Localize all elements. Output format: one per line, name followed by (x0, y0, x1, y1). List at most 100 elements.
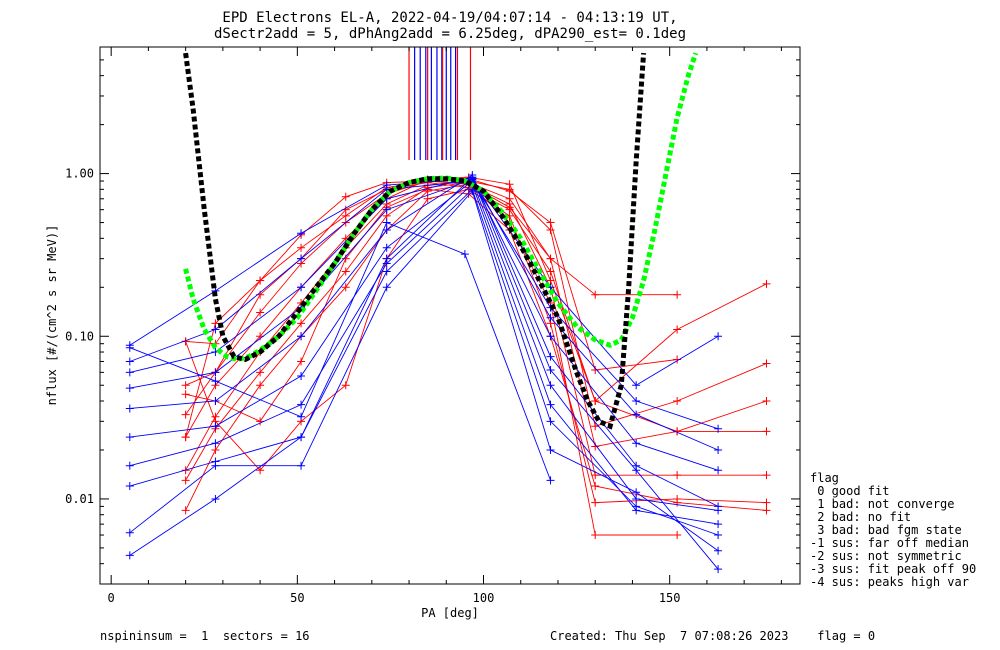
red-data-point (423, 194, 432, 203)
x-axis-label: PA [deg] (421, 606, 479, 620)
legend: flag 0 good fit 1 bad: not converge 2 ba… (810, 471, 976, 589)
blue-data-point (297, 254, 306, 263)
blue-data-point (632, 488, 641, 497)
blue-data-point (382, 226, 391, 235)
y-tick-label: 1.00 (65, 167, 94, 181)
blue-data-point (211, 422, 220, 431)
pa-markers (408, 47, 472, 160)
blue-data-point (546, 366, 555, 375)
blue-data-point (297, 332, 306, 341)
x-tick-label: 100 (473, 591, 495, 605)
chart-title-line2: dSectr2add = 5, dPhAng2add = 6.25deg, dP… (214, 26, 686, 42)
blue-data-point (714, 506, 723, 515)
green-fit-curve (183, 52, 699, 363)
red-data-point (673, 325, 682, 334)
red-series-line (185, 180, 767, 471)
red-data-point (256, 368, 265, 377)
black-fit-curve (183, 52, 647, 430)
footer-left: nspininsum = 1 sectors = 16 (100, 629, 310, 643)
blue-data-point (632, 439, 641, 448)
red-data-point (762, 471, 771, 480)
red-data-point (181, 410, 190, 419)
blue-data-point (297, 461, 306, 470)
blue-data-point (546, 400, 555, 409)
red-series-line (185, 182, 767, 432)
legend-item: -2 sus: not symmetric (810, 549, 962, 563)
red-data-point (591, 498, 600, 507)
blue-data-point (714, 424, 723, 433)
red-series-line (185, 180, 678, 536)
red-data-point (546, 218, 555, 227)
red-data-point (762, 279, 771, 288)
red-series-line (185, 182, 767, 481)
blue-data-point (468, 173, 477, 182)
blue-data-point (382, 243, 391, 252)
blue-series-line (129, 178, 719, 471)
y-tick-label: 0.10 (65, 329, 94, 343)
blue-series-line (129, 190, 719, 552)
blue-series-line (129, 188, 719, 536)
blue-data-point (382, 267, 391, 276)
red-data-point (762, 427, 771, 436)
blue-data-point (211, 325, 220, 334)
blue-data-point (211, 368, 220, 377)
red-series-line (185, 183, 767, 511)
blue-data-point (125, 433, 134, 442)
blue-data-point (125, 404, 134, 413)
blue-series-line (129, 176, 719, 570)
blue-data-point (125, 551, 134, 560)
blue-data-point (297, 371, 306, 380)
red-data-point (341, 283, 350, 292)
blue-data-point (546, 332, 555, 341)
red-data-point (341, 267, 350, 276)
red-data-point (211, 445, 220, 454)
chart-title-line1: EPD Electrons EL-A, 2022-04-19/04:07:14 … (222, 10, 677, 26)
blue-data-point (714, 565, 723, 574)
red-data-point (591, 422, 600, 431)
red-data-point (673, 471, 682, 480)
red-data-point (256, 381, 265, 390)
red-data-point (546, 267, 555, 276)
red-data-point (591, 531, 600, 540)
x-tick-label: 150 (659, 591, 681, 605)
blue-data-point (211, 396, 220, 405)
blue-series-line (129, 222, 551, 481)
axes: 0 50 100 150 0.01 0.10 1.00 (65, 46, 800, 605)
red-data-point (505, 205, 514, 214)
red-data-point (181, 476, 190, 485)
red-data-point (762, 506, 771, 515)
red-data-point (181, 390, 190, 399)
legend-item: 3 bad: bad fgm state (810, 523, 962, 537)
red-data-point (256, 466, 265, 475)
red-data-point (297, 319, 306, 328)
legend-item: -3 sus: fit peak off 90 (810, 562, 976, 576)
blue-data-point (546, 417, 555, 426)
footer-right: Created: Thu Sep 7 07:08:26 2023 flag = … (550, 629, 875, 643)
red-data-point (256, 308, 265, 317)
red-series-line (185, 188, 767, 504)
blue-data-point (297, 229, 306, 238)
red-data-point (256, 276, 265, 285)
red-data-point (673, 531, 682, 540)
blue-data-point (632, 466, 641, 475)
blue-data-point (714, 520, 723, 529)
x-tick-label: 0 (108, 591, 115, 605)
legend-item: -1 sus: far off median (810, 536, 969, 550)
blue-data-point (632, 381, 641, 390)
blue-data-point (297, 412, 306, 421)
red-data-point (341, 192, 350, 201)
blue-data-point (382, 283, 391, 292)
legend-item: 0 good fit (810, 484, 889, 498)
blue-data-point (297, 400, 306, 409)
blue-data-point (125, 357, 134, 366)
blue-data-point (125, 461, 134, 470)
blue-data-point (714, 332, 723, 341)
red-data-point (762, 498, 771, 507)
red-data-point (673, 290, 682, 299)
red-data-point (181, 506, 190, 515)
red-series-line (185, 188, 767, 511)
legend-item: 1 bad: not converge (810, 497, 955, 511)
blue-data-point (297, 283, 306, 292)
red-data-point (673, 498, 682, 507)
